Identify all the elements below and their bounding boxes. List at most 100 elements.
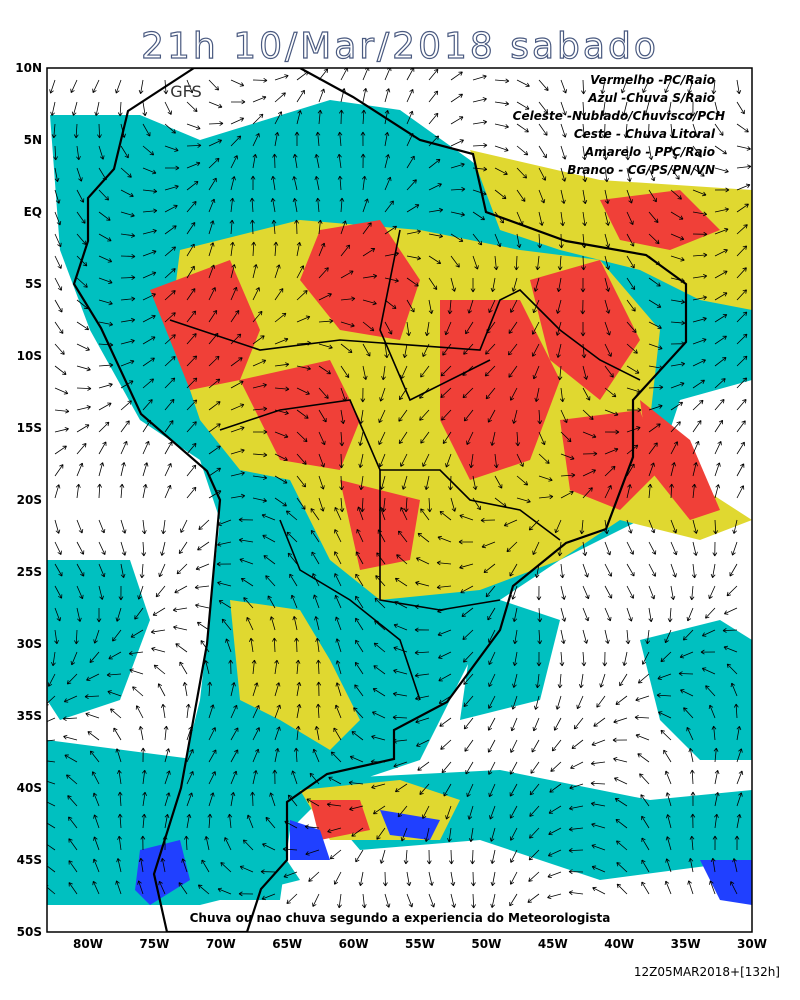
- wind-arrow: [576, 695, 584, 710]
- wind-arrow: [142, 357, 155, 367]
- wind-arrow: [487, 607, 496, 621]
- red-field: [310, 800, 370, 840]
- wind-arrow: [459, 563, 474, 570]
- wind-arrow: [444, 321, 452, 336]
- wind-arrow: [568, 848, 584, 853]
- wind-arrow: [490, 849, 496, 864]
- wind-arrow: [354, 684, 364, 697]
- wind-arrow: [736, 748, 743, 763]
- lat-label: 45S: [17, 853, 42, 867]
- wind-arrow: [310, 508, 320, 521]
- wind-arrow: [538, 475, 553, 482]
- wind-arrow: [604, 447, 619, 455]
- wind-arrow: [736, 333, 748, 345]
- wind-arrow: [47, 717, 56, 722]
- wind-arrow: [732, 858, 738, 873]
- wind-arrow: [230, 403, 245, 411]
- wind-arrow: [665, 792, 672, 807]
- wind-arrow: [54, 343, 65, 355]
- wind-arrow: [163, 725, 169, 741]
- wind-arrow: [296, 681, 302, 697]
- wind-arrow: [120, 296, 136, 302]
- wind-arrow: [340, 343, 353, 354]
- wind-arrow: [334, 573, 342, 587]
- wind-arrow: [294, 637, 299, 653]
- wind-arrow: [678, 671, 694, 677]
- wind-arrow: [428, 112, 439, 125]
- wind-arrow: [359, 475, 364, 491]
- wind-arrow: [76, 607, 82, 622]
- wind-arrow: [230, 333, 242, 345]
- wind-arrow: [488, 299, 496, 314]
- wind-arrow: [54, 519, 61, 534]
- wind-arrow: [509, 805, 518, 819]
- wind-arrow: [335, 660, 342, 675]
- wind-arrow: [421, 805, 430, 819]
- wind-arrow: [230, 704, 238, 719]
- wind-arrow: [406, 871, 412, 887]
- wind-arrow: [670, 381, 685, 389]
- wind-arrow: [736, 145, 751, 151]
- wind-arrow: [252, 77, 268, 83]
- wind-arrow: [736, 420, 746, 433]
- wind-arrow: [538, 431, 546, 446]
- wind-arrow: [516, 101, 530, 110]
- wind-arrow: [273, 241, 279, 257]
- wind-arrow: [230, 471, 245, 477]
- wind-arrow: [406, 204, 420, 213]
- wind-arrow: [510, 739, 518, 753]
- wind-arrow: [179, 661, 188, 675]
- wind-arrow: [509, 893, 518, 907]
- wind-arrow: [664, 79, 672, 94]
- wind-arrow: [327, 827, 342, 834]
- wind-arrow: [615, 695, 628, 705]
- wind-arrow: [186, 243, 195, 257]
- wind-arrow: [560, 629, 566, 644]
- wind-arrow: [378, 431, 386, 445]
- wind-arrow: [533, 277, 540, 292]
- wind-arrow: [461, 607, 474, 617]
- wind-arrow: [468, 827, 474, 843]
- wind-arrow: [318, 431, 326, 446]
- wind-arrow: [164, 246, 176, 257]
- wind-arrow: [54, 408, 70, 414]
- wind-arrow: [230, 448, 245, 455]
- wind-arrow: [512, 629, 518, 645]
- wind-arrow: [714, 378, 726, 389]
- wind-arrow: [274, 475, 288, 484]
- wind-arrow: [349, 805, 364, 811]
- wind-arrow: [274, 288, 284, 301]
- wind-arrow: [274, 453, 288, 461]
- lat-label: 25S: [17, 565, 42, 579]
- wind-arrow: [196, 621, 210, 631]
- legend-item: Branco - CG/PS/PN/VN: [567, 163, 715, 177]
- wind-arrow: [406, 277, 419, 287]
- wind-arrow: [76, 365, 91, 372]
- wind-arrow: [285, 510, 298, 521]
- wind-arrow: [160, 541, 166, 556]
- wind-arrow: [414, 627, 430, 633]
- wind-arrow: [252, 497, 267, 503]
- wind-arrow: [670, 189, 682, 200]
- wind-arrow: [76, 189, 85, 203]
- wind-arrow: [141, 769, 147, 785]
- wind-arrow: [252, 133, 260, 147]
- wind-arrow: [110, 708, 122, 719]
- wind-arrow: [450, 497, 457, 512]
- wind-arrow: [406, 255, 422, 261]
- wind-arrow: [98, 189, 110, 201]
- wind-arrow: [208, 401, 221, 411]
- wind-arrow: [528, 849, 540, 861]
- wind-arrow: [181, 858, 188, 873]
- wind-arrow: [292, 616, 298, 631]
- wind-arrow: [354, 661, 364, 675]
- wind-arrow: [487, 761, 496, 775]
- wind-arrow: [270, 175, 276, 191]
- wind-arrow: [538, 453, 550, 464]
- wind-arrow: [616, 840, 628, 851]
- wind-arrow: [641, 651, 650, 665]
- wind-arrow: [450, 277, 457, 292]
- wind-arrow: [648, 404, 663, 411]
- wind-arrow: [137, 585, 144, 600]
- wind-arrow: [516, 453, 524, 467]
